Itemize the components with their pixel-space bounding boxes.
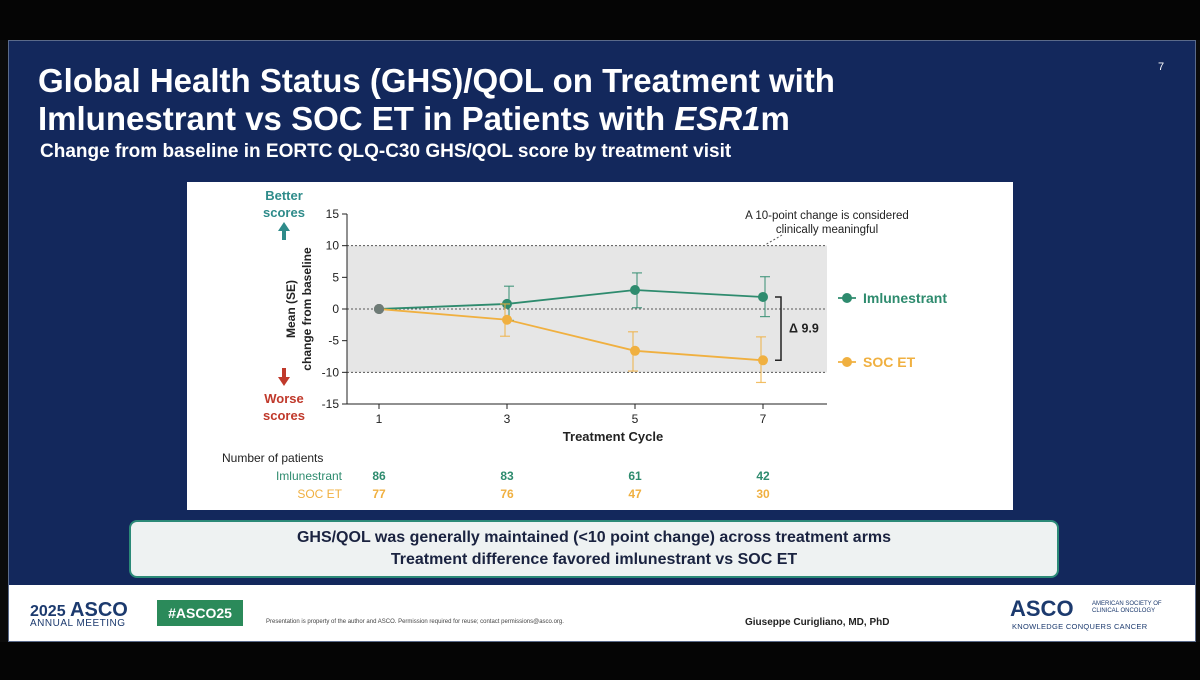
asco-annual-meeting-logo: 2025 ASCO bbox=[30, 599, 128, 622]
patients-count-1-1: 76 bbox=[500, 487, 514, 501]
data-point-0-2 bbox=[630, 285, 640, 295]
asco-tagline: KNOWLEDGE CONQUERS CANCER bbox=[1012, 622, 1148, 631]
data-point-1-1 bbox=[502, 314, 512, 325]
patients-row-label-1: SOC ET bbox=[297, 487, 342, 501]
y-axis-title-line1: Mean (SE) bbox=[284, 280, 298, 338]
x-tick-label-0: 1 bbox=[376, 412, 383, 426]
delta-label: Δ 9.9 bbox=[789, 322, 819, 336]
better-label-line2: scores bbox=[263, 205, 305, 220]
title-line2-italic: ESR1 bbox=[674, 100, 761, 137]
annotation-line2: clinically meaningful bbox=[776, 224, 878, 236]
top-black-bar bbox=[0, 0, 1200, 40]
logo-asco: ASCO bbox=[70, 599, 128, 621]
legend-marker-1 bbox=[842, 357, 852, 367]
y-tick-label-5: -10 bbox=[322, 365, 340, 379]
title-line2-suffix: m bbox=[760, 100, 790, 137]
logo-year: 2025 bbox=[30, 603, 66, 620]
delta-bracket bbox=[775, 296, 782, 362]
slide-number: 7 bbox=[1158, 61, 1165, 73]
title-line1: Global Health Status (GHS)/QOL on Treatm… bbox=[38, 62, 835, 99]
patients-count-0-2: 61 bbox=[628, 469, 642, 483]
line-chart: 15 10 5 0 -5 -10 -15 1 3 5 7 Treatment Cycle Mean (S… bbox=[222, 188, 947, 501]
x-axis-title: Treatment Cycle bbox=[563, 429, 663, 444]
disclaimer-text: Presentation is property of the author a… bbox=[266, 619, 564, 625]
data-point-1-3 bbox=[758, 355, 768, 366]
slide: Global Health Status (GHS)/QOL on Treatm… bbox=[8, 40, 1196, 642]
slide-title: Global Health Status (GHS)/QOL on Treatm… bbox=[38, 62, 1038, 138]
worse-label-line1: Worse bbox=[264, 391, 304, 406]
x-tick-label-3: 7 bbox=[760, 412, 767, 426]
legend-label-1: SOC ET bbox=[863, 354, 916, 370]
y-tick-label-2: 5 bbox=[332, 270, 339, 284]
patients-count-0-1: 83 bbox=[500, 469, 514, 483]
patients-count-0-0: 86 bbox=[372, 469, 386, 483]
patients-count-1-2: 47 bbox=[628, 487, 642, 501]
annotation-leader bbox=[764, 234, 783, 246]
asco-logo: ASCO bbox=[1010, 596, 1074, 621]
legend-label-0: Imlunestrant bbox=[863, 290, 947, 306]
x-tick-label-2: 5 bbox=[632, 412, 639, 426]
summary-box: GHS/QOL was generally maintained (<10 po… bbox=[129, 520, 1059, 578]
y-tick-label-6: -15 bbox=[322, 397, 340, 411]
better-label-line1: Better bbox=[265, 188, 303, 203]
logo-meeting-text: ANNUAL MEETING bbox=[30, 618, 126, 629]
worse-label-line2: scores bbox=[263, 408, 305, 423]
hashtag-badge: #ASCO25 bbox=[157, 600, 243, 626]
x-tick-label-1: 3 bbox=[504, 412, 511, 426]
patients-header: Number of patients bbox=[222, 451, 323, 465]
annotation-line1: A 10-point change is considered bbox=[745, 210, 909, 222]
down-arrow-icon bbox=[278, 368, 290, 386]
baseline-point bbox=[374, 304, 384, 314]
data-point-0-3 bbox=[758, 291, 768, 302]
y-tick-label-3: 0 bbox=[332, 302, 339, 316]
up-arrow-icon bbox=[278, 222, 290, 240]
presenter-name: Giuseppe Curigliano, MD, PhD bbox=[745, 617, 890, 628]
y-tick-label-4: -5 bbox=[328, 334, 339, 348]
summary-line-2: Treatment difference favored imlunestran… bbox=[390, 551, 798, 568]
y-tick-label-1: 10 bbox=[326, 239, 340, 253]
slide-subtitle: Change from baseline in EORTC QLQ-C30 GH… bbox=[40, 141, 732, 162]
summary-line-1: GHS/QOL was generally maintained (<10 po… bbox=[296, 529, 892, 546]
patients-count-1-0: 77 bbox=[372, 487, 386, 501]
footer: 2025 ASCO ANNUAL MEETING #ASCO25 Present… bbox=[8, 585, 1196, 642]
series-line-1 bbox=[378, 308, 764, 362]
patients-count-0-3: 42 bbox=[756, 469, 770, 483]
bottom-black-bar bbox=[0, 642, 1200, 680]
title-line2-prefix: Imlunestrant vs SOC ET in Patients with bbox=[38, 100, 675, 137]
data-point-1-2 bbox=[630, 345, 640, 356]
chart-panel: 15 10 5 0 -5 -10 -15 1 3 5 7 Treatment Cycle Mean (S… bbox=[187, 182, 1013, 510]
legend-marker-0 bbox=[842, 293, 852, 303]
y-axis-title-line2: change from baseline bbox=[300, 247, 314, 371]
asco-society-name: AMERICAN SOCIETY OF CLINICAL ONCOLOGY bbox=[1092, 601, 1162, 614]
y-tick-label-0: 15 bbox=[326, 207, 340, 221]
patients-count-1-3: 30 bbox=[756, 487, 770, 501]
patients-row-label-0: Imlunestrant bbox=[276, 469, 343, 483]
series-line-0 bbox=[378, 289, 764, 310]
